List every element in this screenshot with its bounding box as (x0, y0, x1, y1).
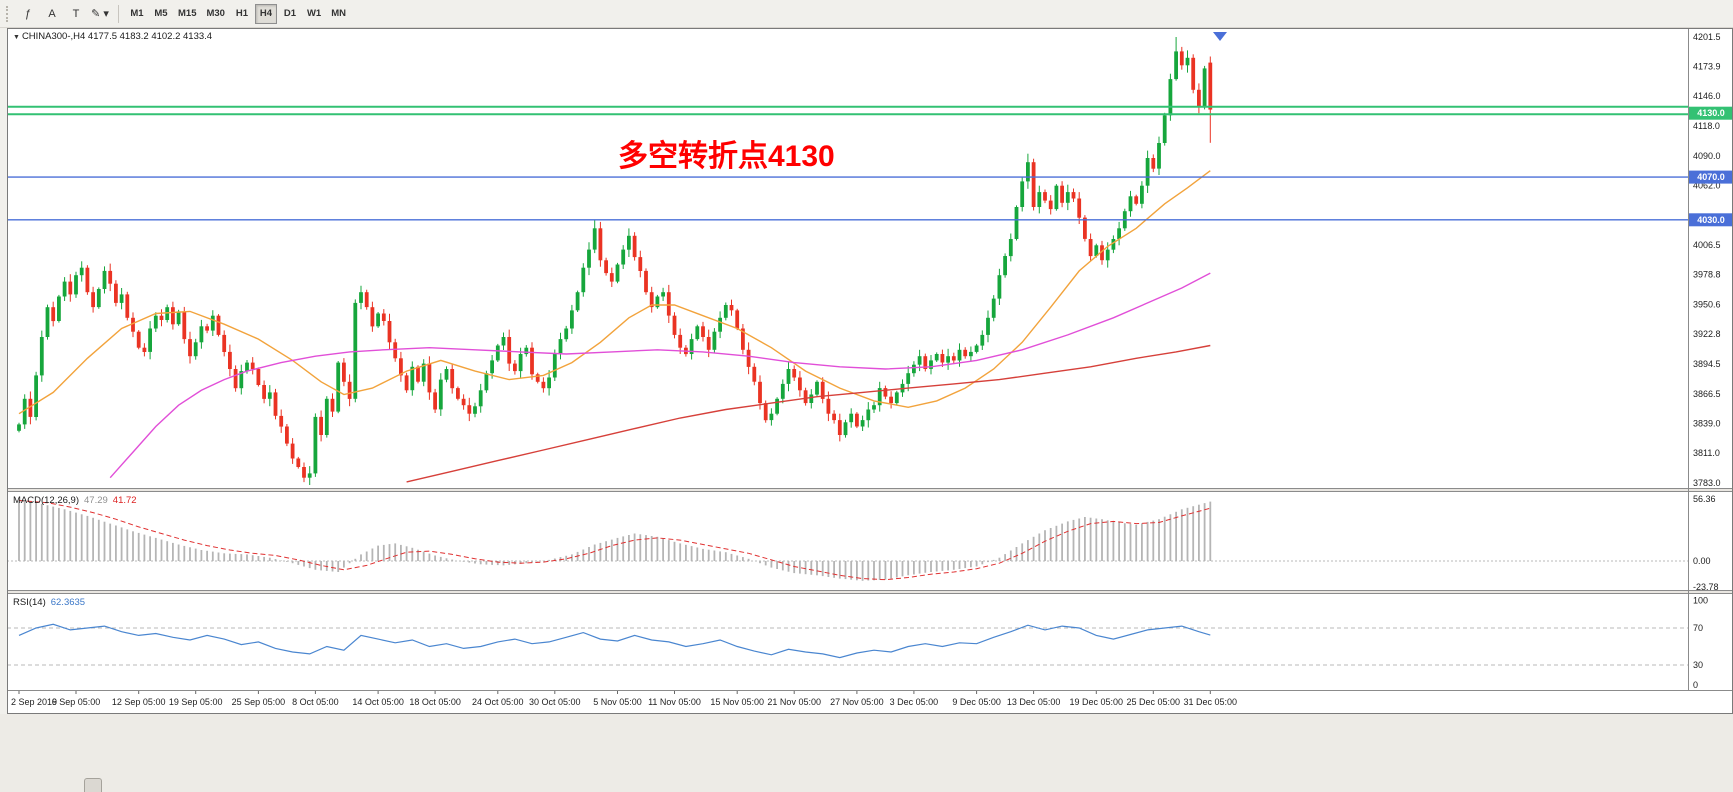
date-label: 27 Nov 05:00 (830, 697, 884, 707)
price-axis-label: 3839.0 (1693, 418, 1721, 428)
cursor-tool-button[interactable]: A (48, 7, 56, 20)
window-notch (84, 778, 102, 792)
text-tool-button[interactable]: T (72, 7, 80, 20)
price-tag (1689, 106, 1733, 120)
symbol-ohlc-text: CHINA300-,H4 4177.5 4183.2 4102.2 4133.4 (21, 31, 213, 42)
date-label: 30 Oct 05:00 (529, 697, 581, 707)
price-axis-label: 3950.6 (1693, 299, 1721, 309)
price-tag (1689, 213, 1733, 227)
macd-axis-label: -23.78 (1693, 582, 1719, 592)
price-axis-label: 4201.5 (1693, 32, 1721, 42)
toolbar-grip[interactable] (6, 5, 11, 22)
date-label: 24 Oct 05:00 (472, 697, 524, 707)
chart-background (7, 28, 1733, 714)
price-axis-label: 4006.5 (1693, 240, 1721, 250)
symbol-info: ▼ CHINA300-,H4 4177.5 4183.2 4102.2 4133.… (13, 31, 212, 42)
price-axis-label: 3783.0 (1693, 478, 1721, 488)
rsi-value: 62.3635 (50, 597, 86, 608)
panel-splitter[interactable] (7, 488, 1733, 492)
macd-name: MACD(12,26,9) (13, 495, 79, 506)
rsi-axis-label: 70 (1693, 623, 1703, 633)
date-label: 25 Sep 05:00 (232, 697, 286, 707)
chart-shift-marker[interactable] (1213, 32, 1227, 41)
date-label: 31 Dec 05:00 (1184, 697, 1238, 707)
rsi-axis-label: 30 (1693, 660, 1703, 670)
date-label: 21 Nov 05:00 (767, 697, 821, 707)
date-label: 13 Dec 05:00 (1007, 697, 1061, 707)
annotation-text: 多空转折点4130 (618, 140, 835, 173)
timeframe-button-d1[interactable]: D1 (283, 8, 297, 19)
price-tag-label: 4030.0 (1697, 215, 1725, 225)
draw-tool-button[interactable]: ✎ ▾ (91, 8, 109, 20)
price-tag-label: 4130.0 (1697, 108, 1725, 118)
macd-indicator-label: MACD(12,26,9) 47.29 41.72 (13, 495, 137, 506)
chart-canvas[interactable]: 4201.5 4173.9 4146.0 4118.0 4090.0 4062.0 4006… (7, 28, 1733, 714)
rsi-axis-label: 100 (1693, 595, 1708, 605)
price-axis-label: 4146.0 (1693, 91, 1721, 101)
date-label: 11 Nov 05:00 (648, 697, 701, 707)
price-axis-label: 4062.0 (1693, 181, 1721, 191)
price-tag-label: 4070.0 (1697, 172, 1725, 182)
price-axis-label: 3978.8 (1693, 269, 1721, 279)
chart-area: 4201.5 4173.9 4146.0 4118.0 4090.0 4062.0 4006… (7, 28, 1733, 714)
timeframe-button-mn[interactable]: MN (331, 8, 346, 19)
date-label: 18 Oct 05:00 (409, 697, 461, 707)
price-axis-label: 3866.5 (1693, 389, 1721, 399)
price-scale[interactable]: 4201.5 4173.9 4146.0 4118.0 4090.0 4062.0 4006… (1689, 32, 1733, 690)
bottom-panel (0, 714, 1733, 792)
indicators-button[interactable]: ƒ (24, 7, 32, 20)
rsi-axis-label: 0 (1693, 680, 1698, 690)
horizontal-lines[interactable] (7, 105, 1688, 221)
panel-splitter[interactable] (7, 590, 1733, 594)
toolbar-icon-group: ƒ A T ✎ ▾ (16, 4, 112, 24)
date-label: 5 Nov 05:00 (593, 697, 642, 707)
toolbar-separator (118, 4, 119, 23)
date-label: 3 Dec 05:00 (890, 697, 939, 707)
rsi-line (18, 623, 1211, 659)
macd-signal-value: 41.72 (112, 495, 137, 506)
timeframe-button-m30[interactable]: M30 (206, 8, 225, 19)
candles (17, 37, 1213, 485)
price-tag (1689, 170, 1733, 184)
timeframe-button-m1[interactable]: M1 (130, 8, 144, 19)
price-axis-label: 4118.0 (1693, 121, 1720, 131)
macd-axis-label: 56.36 (1693, 494, 1716, 504)
timeframe-button-m5[interactable]: M5 (154, 8, 168, 19)
rsi-panel (7, 623, 1688, 666)
date-label: 8 Oct 05:00 (292, 697, 339, 707)
timeframe-button-h4[interactable]: H4 (254, 3, 277, 24)
collapse-triangle-icon[interactable]: ▼ (13, 34, 20, 41)
date-label: 9 Dec 05:00 (952, 697, 1001, 707)
rsi-indicator-label: RSI(14) 62.3635 (13, 597, 85, 608)
date-label: 25 Dec 05:00 (1127, 697, 1181, 707)
price-axis-label: 4090.0 (1693, 151, 1721, 161)
macd-hist-value: 47.29 (84, 495, 108, 506)
timeframe-button-m15[interactable]: M15 (178, 8, 197, 19)
date-label: 19 Dec 05:00 (1070, 697, 1124, 707)
toolbar: ƒ A T ✎ ▾ M1 M5 M15 M30 H1 H4 D1 W1 MN (0, 0, 1733, 28)
ma-mid-magenta (109, 272, 1211, 479)
date-label: 15 Nov 05:00 (710, 697, 764, 707)
ma-slow-red (406, 344, 1211, 483)
price-axis-label: 3922.8 (1693, 329, 1721, 339)
timeframe-group: M1 M5 M15 M30 H1 H4 D1 W1 MN (125, 3, 351, 24)
ma-fast-orange (18, 170, 1211, 415)
macd-signal-line (18, 500, 1211, 581)
macd-axis-label: 0.00 (1693, 556, 1711, 566)
date-label: 19 Sep 05:00 (169, 697, 223, 707)
macd-panel (7, 500, 1688, 581)
price-axis-label: 4173.9 (1693, 61, 1721, 71)
price-axis-label: 3894.5 (1693, 359, 1721, 369)
date-label: 12 Sep 05:00 (112, 697, 166, 707)
date-label: 6 Sep 05:00 (52, 697, 101, 707)
rsi-name: RSI(14) (13, 597, 46, 608)
price-axis-label: 3811.0 (1693, 448, 1720, 458)
date-label: 14 Oct 05:00 (352, 697, 404, 707)
date-label: 2 Sep 2019 (11, 697, 57, 707)
timeframe-button-w1[interactable]: W1 (306, 8, 322, 19)
timeframe-button-h1[interactable]: H1 (235, 8, 249, 19)
